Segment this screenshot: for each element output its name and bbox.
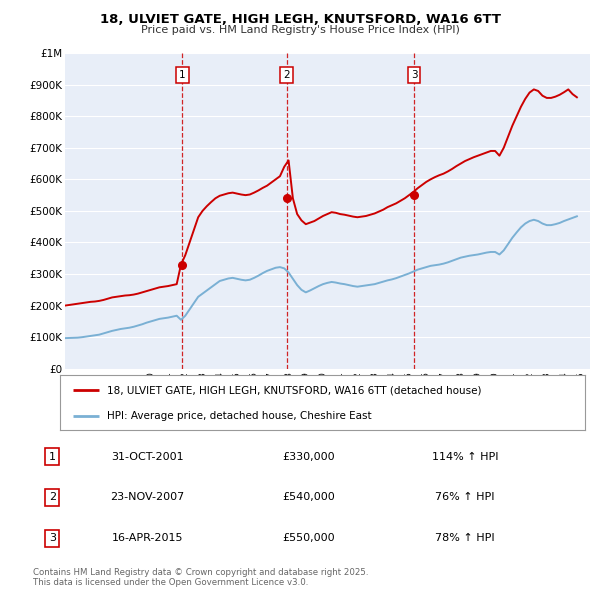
Text: £540,000: £540,000 bbox=[283, 493, 335, 503]
Text: Contains HM Land Registry data © Crown copyright and database right 2025.
This d: Contains HM Land Registry data © Crown c… bbox=[33, 568, 368, 587]
Text: 18, ULVIET GATE, HIGH LEGH, KNUTSFORD, WA16 6TT (detached house): 18, ULVIET GATE, HIGH LEGH, KNUTSFORD, W… bbox=[107, 385, 482, 395]
Text: 2: 2 bbox=[49, 493, 56, 503]
Text: 3: 3 bbox=[49, 533, 56, 543]
Text: 1: 1 bbox=[179, 70, 185, 80]
Text: Price paid vs. HM Land Registry's House Price Index (HPI): Price paid vs. HM Land Registry's House … bbox=[140, 25, 460, 35]
Text: 3: 3 bbox=[411, 70, 418, 80]
Text: 76% ↑ HPI: 76% ↑ HPI bbox=[436, 493, 495, 503]
Text: 23-NOV-2007: 23-NOV-2007 bbox=[110, 493, 184, 503]
Text: 18, ULVIET GATE, HIGH LEGH, KNUTSFORD, WA16 6TT: 18, ULVIET GATE, HIGH LEGH, KNUTSFORD, W… bbox=[100, 13, 500, 26]
Text: 2: 2 bbox=[283, 70, 290, 80]
Text: 78% ↑ HPI: 78% ↑ HPI bbox=[436, 533, 495, 543]
Text: 31-OCT-2001: 31-OCT-2001 bbox=[111, 452, 184, 462]
Text: HPI: Average price, detached house, Cheshire East: HPI: Average price, detached house, Ches… bbox=[107, 411, 372, 421]
Text: 1: 1 bbox=[49, 452, 56, 462]
Text: 114% ↑ HPI: 114% ↑ HPI bbox=[432, 452, 499, 462]
Text: £330,000: £330,000 bbox=[283, 452, 335, 462]
Text: £550,000: £550,000 bbox=[283, 533, 335, 543]
Text: 16-APR-2015: 16-APR-2015 bbox=[112, 533, 183, 543]
